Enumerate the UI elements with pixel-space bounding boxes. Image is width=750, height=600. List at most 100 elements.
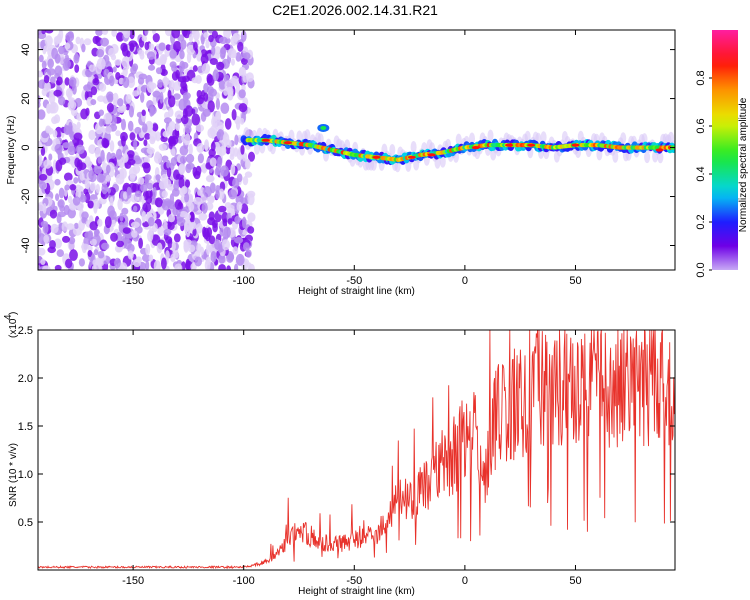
noise-blob [127, 120, 134, 132]
noise-blob [160, 135, 168, 143]
noise-blob [175, 123, 180, 131]
noise-blob [191, 113, 201, 126]
noise-blob [193, 41, 198, 51]
ridge-halo [389, 144, 396, 156]
noise-blob [73, 222, 79, 229]
noise-blob [155, 67, 163, 75]
noise-blob [145, 195, 153, 204]
noise-blob [41, 60, 47, 69]
noise-blob [43, 159, 52, 169]
noise-blob [77, 204, 82, 211]
noise-blob [148, 254, 154, 262]
noise-blob [110, 114, 117, 126]
noise-blob [158, 143, 168, 151]
noise-blob [69, 249, 78, 261]
noise-blob [74, 64, 80, 73]
x-axis-label: Height of straight line (km) [298, 286, 415, 297]
noise-blob [169, 80, 175, 91]
noise-blob [209, 157, 217, 167]
noise-blob [215, 98, 220, 110]
noise-blob [188, 202, 195, 212]
x-tick-label: -50 [346, 575, 362, 587]
colorbar-tick-label: 0.6 [695, 118, 707, 133]
noise-blob [218, 145, 227, 156]
noise-blob [203, 82, 209, 93]
noise-blob [179, 145, 189, 156]
noise-blob [49, 240, 56, 250]
noise-blob [152, 90, 161, 98]
y-tick-label: 0.5 [18, 517, 33, 529]
noise-blob [144, 41, 150, 51]
noise-blob [234, 215, 241, 225]
noise-blob [126, 50, 131, 58]
noise-blob [126, 150, 135, 158]
noise-blob [87, 250, 93, 257]
noise-blob [163, 78, 168, 88]
noise-blob [81, 43, 86, 53]
noise-blob [218, 188, 225, 200]
noise-blob [227, 253, 235, 261]
noise-blob [96, 173, 106, 183]
noise-blob [45, 125, 52, 134]
noise-blob [58, 45, 65, 55]
noise-blob [115, 72, 121, 80]
noise-blob [155, 58, 163, 66]
noise-blob [138, 177, 145, 185]
noise-blob [94, 147, 102, 159]
noise-blob [123, 30, 131, 39]
noise-blob [101, 183, 108, 195]
noise-blob [117, 98, 124, 107]
noise-blob [207, 127, 216, 139]
noise-blob [53, 89, 62, 97]
noise-blob [210, 250, 217, 263]
noise-blob [83, 84, 92, 92]
noise-blob [103, 112, 113, 125]
noise-blob [182, 108, 188, 119]
x-tick-label: 0 [462, 275, 468, 287]
snr-series-line [38, 330, 675, 570]
noise-blob [216, 129, 225, 141]
noise-blob [92, 78, 100, 86]
x-tick-label: -150 [122, 575, 144, 587]
noise-blob [247, 226, 255, 234]
noise-blob [47, 58, 54, 69]
noise-blob [101, 137, 108, 148]
noise-blob [166, 159, 171, 169]
noise-blob [140, 91, 145, 103]
y-tick-label: -20 [20, 189, 32, 205]
noise-blob [196, 243, 202, 253]
noise-blob [167, 221, 175, 231]
noise-blob [68, 77, 77, 87]
noise-blob [66, 223, 75, 231]
noise-blob [46, 68, 56, 76]
noise-blob [108, 47, 116, 58]
noise-blob [54, 178, 61, 186]
x-tick-label: -100 [233, 275, 255, 287]
noise-blob [212, 223, 218, 233]
noise-blob [59, 205, 65, 212]
noise-blob [64, 77, 70, 86]
noise-blob [215, 111, 221, 123]
noise-blob [178, 98, 187, 111]
y-multiplier-close: ) [8, 312, 19, 315]
noise-blob [196, 223, 203, 234]
noise-blob [74, 52, 79, 62]
noise-blob [235, 52, 242, 62]
noise-blob [76, 121, 81, 130]
noise-blob [238, 103, 248, 113]
noise-blob [181, 186, 188, 195]
noise-blob [121, 207, 129, 215]
noise-blob [106, 164, 111, 174]
noise-blob [141, 35, 147, 42]
noise-blob [127, 158, 136, 166]
noise-blob [105, 126, 112, 134]
noise-blob [173, 251, 179, 259]
noise-blob [223, 226, 231, 238]
noise-blob [126, 186, 132, 199]
noise-blob [38, 247, 46, 256]
noise-blob [163, 221, 168, 232]
noise-blob [180, 195, 186, 204]
noise-blob [105, 174, 111, 182]
